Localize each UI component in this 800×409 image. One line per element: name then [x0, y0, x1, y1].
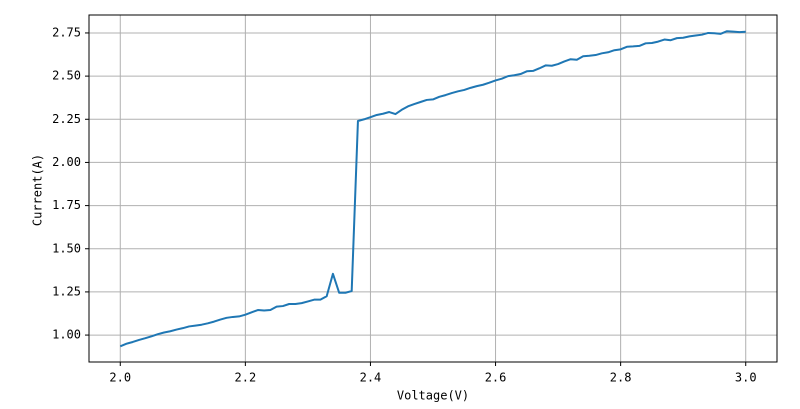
x-tick-label: 2.6 [485, 371, 507, 385]
data-line [119, 30, 746, 348]
plot-frame [88, 14, 778, 363]
x-tick-label: 2.4 [360, 371, 382, 385]
x-tick-label: 2.2 [235, 371, 257, 385]
y-tick-label: 2.75 [52, 25, 81, 39]
y-tick-label: 1.25 [52, 284, 81, 298]
y-tick-label: 2.25 [52, 112, 81, 126]
y-tick-label: 1.50 [52, 241, 81, 255]
y-tick-label: 2.50 [52, 69, 81, 83]
x-tick-label: 2.0 [109, 371, 131, 385]
y-tick-label: 2.00 [52, 155, 81, 169]
y-axis-label: Current(A) [31, 154, 45, 226]
x-axis-label: Voltage(V) [397, 389, 469, 403]
y-tick-label: 1.75 [52, 198, 81, 212]
x-tick-label: 2.8 [610, 371, 632, 385]
y-tick-label: 1.00 [52, 328, 81, 342]
x-tick-label: 3.0 [735, 371, 757, 385]
